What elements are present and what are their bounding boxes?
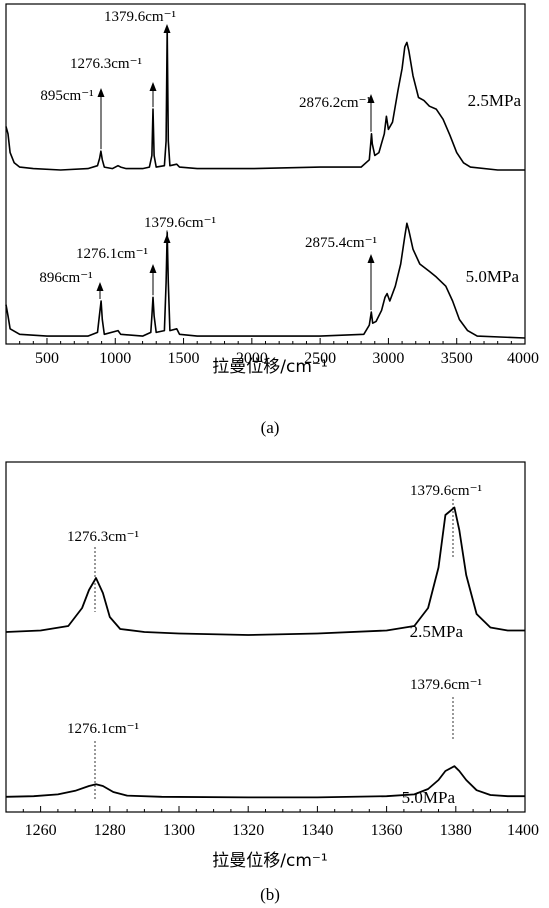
annotation-arrow-head-7 <box>367 254 375 263</box>
series-line-5-0mpa <box>5 222 526 339</box>
annotation-label-1379-6cm-3: 1379.6cm⁻¹ <box>410 677 482 693</box>
annotation-label-1379-6cm-1: 1379.6cm⁻¹ <box>410 483 482 499</box>
annotation-label-896cm-4: 896cm⁻¹ <box>39 270 92 286</box>
annotation-label-1276-1cm-2: 1276.1cm⁻¹ <box>67 721 139 737</box>
x-tick-label-1340: 1340 <box>301 822 333 839</box>
annotation-label-1276-3cm-1: 1276.3cm⁻¹ <box>70 56 142 72</box>
annotation-arrow-head-2 <box>163 24 171 33</box>
annotation-arrow-head-3 <box>367 94 375 103</box>
panel-a-x-axis-title: 拉曼位移/cm⁻¹ <box>212 357 327 377</box>
series-label-2-5mpa: 2.5MPa <box>468 91 522 110</box>
x-tick-label-2000: 2000 <box>236 350 268 367</box>
x-tick-label-1280: 1280 <box>94 822 126 839</box>
x-tick-label-1320: 1320 <box>232 822 264 839</box>
series-line-2-5mpa <box>5 506 525 636</box>
panel-a: 500 1000 1500 2000 2500 3000 3500 4000 2.5MPa 5.… <box>5 3 539 437</box>
x-tick-label-3000: 3000 <box>372 350 404 367</box>
annotation-arrow-head-6 <box>163 234 171 243</box>
series-line-2-5mpa <box>5 28 525 171</box>
annotation-label-1379-6cm-6: 1379.6cm⁻¹ <box>144 215 216 231</box>
x-tick-label-1000: 1000 <box>99 350 131 367</box>
annotation-label-895cm-0: 895cm⁻¹ <box>40 88 93 104</box>
panel-a-label: (a) <box>261 418 280 437</box>
annotation-label-1379-6cm-2: 1379.6cm⁻¹ <box>104 9 176 25</box>
x-tick-label-1400: 1400 <box>507 822 539 839</box>
annotation-label-1276-1cm-5: 1276.1cm⁻¹ <box>76 246 148 262</box>
x-tick-label-2500: 2500 <box>304 350 336 367</box>
series-label-5-0mpa: 5.0MPa <box>402 788 456 807</box>
panel-b-x-ticks: 1260 1280 1300 1320 1340 1360 1380 1400 <box>5 806 539 839</box>
annotation-label-2876-2cm-3: 2876.2cm⁻¹ <box>299 95 371 111</box>
annotation-label-1276-3cm-0: 1276.3cm⁻¹ <box>67 529 139 545</box>
annotation-arrow-head-5 <box>149 264 157 273</box>
annotation-arrow-head-0 <box>97 88 105 97</box>
annotation-arrow-head-4 <box>96 282 104 291</box>
series-label-2-5mpa: 2.5MPa <box>410 622 464 641</box>
series-label-5-0mpa: 5.0MPa <box>466 267 520 286</box>
series-line-5-0mpa <box>5 765 525 799</box>
panel-a-series: 2.5MPa 5.0MPa <box>5 28 526 339</box>
x-tick-label-1380: 1380 <box>440 822 472 839</box>
panel-b: 1260 1280 1300 1320 1340 1360 1380 1400 2.5MPa 5… <box>5 461 539 904</box>
x-tick-label-1260: 1260 <box>25 822 57 839</box>
panel-b-series: 2.5MPa 5.0MPa <box>5 506 525 807</box>
panel-b-label: (b) <box>260 885 280 904</box>
x-tick-label-1500: 1500 <box>168 350 200 367</box>
x-tick-label-500: 500 <box>35 350 59 367</box>
panel-a-frame <box>5 3 526 345</box>
annotation-arrow-head-1 <box>149 82 157 91</box>
x-tick-label-1360: 1360 <box>371 822 403 839</box>
panel-a-annotations: 895cm⁻¹ 1276.3cm⁻¹ 1379.6cm⁻¹ 2876.2cm⁻¹ 896… <box>39 9 377 311</box>
x-tick-label-1300: 1300 <box>163 822 195 839</box>
x-tick-label-3500: 3500 <box>441 350 473 367</box>
panel-b-x-axis-title: 拉曼位移/cm⁻¹ <box>212 851 327 871</box>
panel-b-annotations: 1276.3cm⁻¹ 1379.6cm⁻¹ 1276.1cm⁻¹ 1379.6cm⁻¹ <box>67 483 482 800</box>
x-tick-label-4000: 4000 <box>507 350 539 367</box>
panel-a-x-ticks: 500 1000 1500 2000 2500 3000 3500 4000 <box>5 338 539 367</box>
annotation-label-2875-4cm-7: 2875.4cm⁻¹ <box>305 235 377 251</box>
